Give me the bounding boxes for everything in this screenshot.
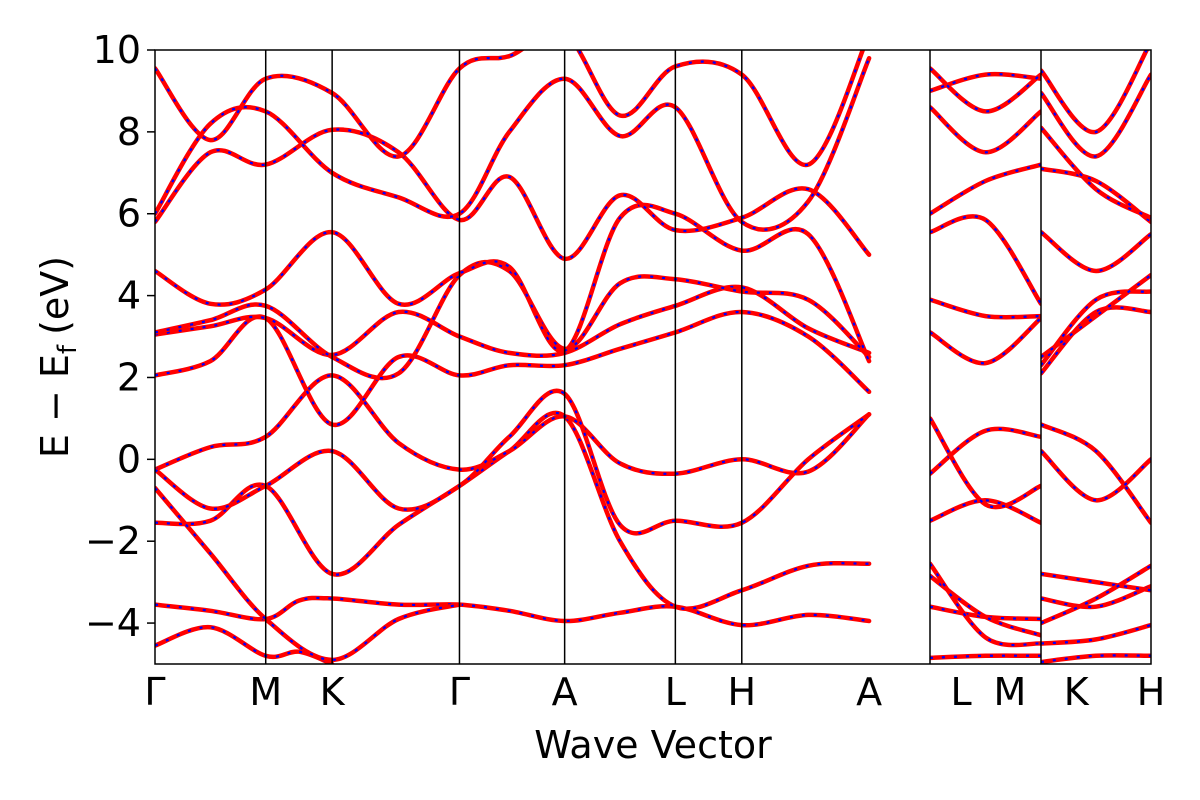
x-axis-title: Wave Vector [534,723,772,767]
y-axis-title: E − Ef (eV) [33,256,83,458]
y-tick-label: 4 [117,274,141,318]
y-tick-label: 10 [93,28,141,72]
x-tick-label: Γ [449,670,470,714]
band-dash-1-4 [155,487,460,661]
band-dash-1-8 [155,285,870,357]
band-line-1-7 [155,309,872,427]
band-dash-3-11 [1041,231,1151,273]
band-line-1-2 [155,595,872,628]
band-line-3-8 [1041,305,1151,376]
band-dash-2-4 [930,563,1041,647]
band-line-2-8 [930,315,1041,366]
band-dash-2-14 [930,67,1041,113]
y-tick-label: 0 [117,437,141,481]
band-dash-2-12 [930,106,1041,154]
band-dash-2-8 [930,317,1041,365]
band-line-2-1 [930,653,1041,661]
bands-panel-1 [155,50,872,664]
y-axis-ticks: −4 −2 0 2 4 6 8 10 [85,28,155,645]
band-line-2-9 [930,297,1041,320]
band-dash-1-7 [155,310,870,426]
band-line-3-1 [1041,653,1151,664]
x-tick-label: K [1064,670,1090,714]
plot-frame [154,49,1152,665]
y-tick-label: 6 [117,192,141,236]
band-line-3-12 [1041,166,1151,225]
x-tick-label: L [950,670,971,714]
band-line-2-7 [930,416,1041,510]
band-dash-3-10 [1041,274,1151,358]
band-dash-2-5 [930,499,1041,524]
band-line-1-1 [155,624,335,664]
y-tick-label: 8 [117,110,141,154]
band-line-1-11 [155,127,872,262]
band-line-3-11 [1041,229,1151,274]
band-dash-2-1 [930,654,1041,659]
bands-panel-2 [930,66,1041,661]
band-line-2-12 [930,105,1041,155]
band-line-3-10 [1041,272,1151,360]
band-dash-3-7 [1041,450,1151,502]
band-dash-3-15 [1041,50,1148,134]
band-line-2-6 [930,426,1041,476]
band-dash-3-12 [1041,167,1151,223]
band-dash-3-2 [1041,624,1151,645]
band-dash-2-13 [930,73,1041,92]
x-tick-label: L [665,670,686,714]
bands-panel-3 [1041,50,1151,664]
band-dash-3-4 [1041,572,1151,592]
x-tick-label: Γ [144,670,165,714]
band-line-1-8 [155,284,872,358]
band-dash-2-2 [930,605,1041,621]
y-axis-title-subscript: f [53,344,83,354]
band-line-3-13 [1041,125,1151,221]
band-line-3-2 [1041,622,1151,646]
band-line-1-5 [155,373,872,477]
x-tick-label: H [727,670,756,714]
band-dash-3-1 [1041,654,1151,664]
high-symmetry-lines [264,50,743,664]
band-line-1-12 [155,55,872,232]
band-dash-3-3 [1041,585,1151,609]
band-line-2-11 [930,162,1041,216]
band-dash-1-10 [155,203,871,362]
band-dash-2-3 [930,575,1041,637]
band-dash-1-5 [155,374,870,475]
band-dash-3-6 [1041,423,1151,524]
band-line-1-13 [155,50,866,167]
band-dash-3-14 [1041,73,1151,158]
band-dash-3-5 [1041,564,1151,625]
y-axis-title-main: E − E [33,354,77,458]
x-tick-label: A [856,670,882,714]
y-tick-label: 2 [117,355,141,399]
band-dash-1-12 [155,57,871,231]
x-tick-label: H [1137,670,1166,714]
band-dash-1-9 [155,261,870,380]
band-dash-1-11 [155,128,870,260]
band-dash-2-11 [930,163,1041,215]
x-tick-label: M [249,670,282,714]
x-tick-label: K [320,670,346,714]
y-axis-title-unit: (eV) [33,256,77,335]
band-dash-2-10 [930,215,1041,305]
x-tick-label: A [552,670,578,714]
band-dash-3-9 [1041,290,1151,366]
x-tick-label: M [994,670,1027,714]
band-line-2-10 [930,214,1041,307]
band-dash-2-9 [930,298,1041,319]
y-tick-label: −2 [85,519,141,563]
band-line-1-9 [155,259,872,381]
y-tick-label: −4 [85,601,141,645]
